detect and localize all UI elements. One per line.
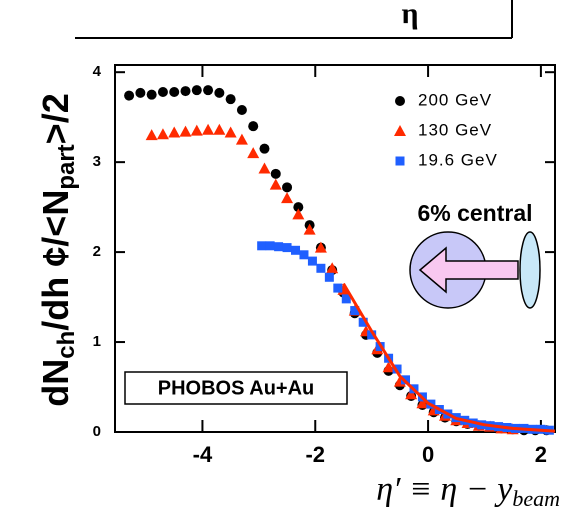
legend-label: 19.6 GeV (418, 150, 498, 169)
point (247, 147, 260, 159)
annotation: PHOBOS Au+Au (158, 377, 315, 399)
y-axis-label-part: >/2 (35, 93, 76, 144)
icon (409, 231, 541, 309)
point (314, 241, 327, 253)
y-axis-label: dNch/dh ¢/<Npart>/2 (35, 93, 81, 406)
point (179, 125, 192, 137)
y-tick-label: 4 (93, 63, 102, 80)
point (157, 86, 168, 97)
icon-ellipse (519, 231, 541, 309)
point (224, 126, 237, 138)
point (274, 242, 284, 252)
point (282, 182, 293, 193)
point (248, 121, 259, 132)
point (214, 87, 225, 98)
point (350, 306, 360, 316)
point (382, 361, 395, 373)
point (341, 294, 351, 304)
legend-label: 200 GeV (418, 90, 492, 109)
point (124, 90, 135, 101)
point (270, 168, 281, 179)
annotation-box (124, 371, 348, 405)
point (299, 250, 309, 260)
x-tick-label: -4 (193, 442, 213, 467)
plot-frame (114, 64, 556, 433)
point (416, 397, 429, 409)
point (145, 129, 158, 141)
point (316, 263, 326, 273)
y-axis-label-part: part (53, 144, 80, 189)
point (292, 208, 305, 220)
point (269, 178, 282, 190)
y-tick-label: 1 (93, 333, 101, 350)
point (202, 123, 215, 135)
fit-line (342, 282, 556, 433)
point (282, 243, 292, 253)
point (258, 162, 271, 174)
icon-arrow (418, 246, 519, 294)
point (169, 86, 180, 97)
point (236, 104, 247, 115)
point (259, 143, 270, 154)
point (333, 283, 343, 293)
point (281, 192, 294, 204)
x-axis-label-part: beam (512, 486, 560, 511)
point (405, 388, 418, 400)
point (135, 87, 146, 98)
point (168, 126, 181, 138)
legend-marker (395, 96, 405, 106)
point (146, 89, 157, 100)
point (257, 241, 267, 251)
x-tick-label: 2 (535, 442, 547, 467)
point (180, 86, 191, 97)
point (190, 124, 203, 136)
x-tick-label: 0 (422, 442, 434, 467)
legend-marker (395, 156, 405, 166)
y-axis-label-part: /dh ¢/<N (35, 190, 76, 331)
point (358, 317, 368, 327)
annotation: 6% central (417, 200, 532, 226)
point (324, 272, 334, 282)
y-axis-label-part: ch (53, 331, 80, 359)
point (191, 85, 202, 96)
x-tick-label: -2 (305, 442, 325, 467)
y-axis-label-part: dN (35, 359, 76, 407)
point (156, 128, 169, 140)
x-axis-label: η′ ≡ η − ybeam (376, 471, 560, 511)
point (213, 123, 226, 135)
point (326, 262, 339, 274)
legend-label: 130 GeV (418, 120, 492, 139)
point (291, 245, 301, 255)
point (235, 133, 248, 145)
point (203, 85, 214, 96)
y-tick-label: 3 (93, 153, 101, 170)
point (367, 330, 377, 340)
point (265, 241, 275, 251)
top-label: η (401, 0, 418, 30)
point (307, 256, 317, 266)
point (293, 202, 304, 213)
y-tick-label: 0 (93, 423, 101, 440)
legend-marker (394, 125, 406, 136)
point (225, 94, 236, 105)
y-tick-label: 2 (93, 243, 101, 260)
point (303, 223, 316, 235)
x-axis-label-part: η′ ≡ η − y (376, 471, 513, 508)
